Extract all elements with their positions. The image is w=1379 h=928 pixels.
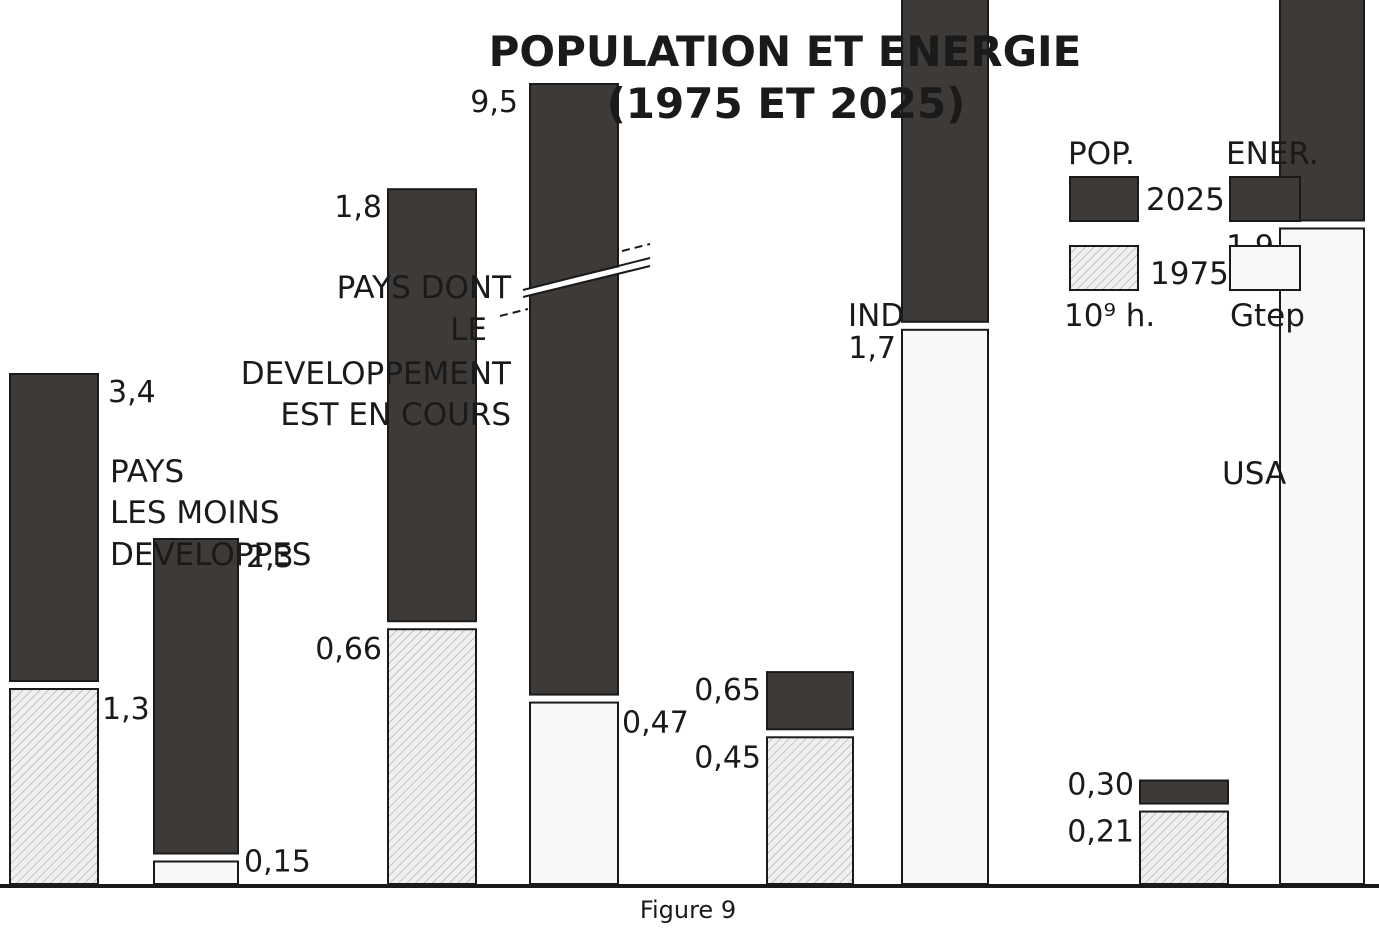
- group-label-line: LES MOINS: [110, 495, 280, 531]
- value-label-ener-1975: 0,47: [622, 706, 689, 741]
- legend-ener-1975-swatch: [1229, 245, 1301, 291]
- bars-layer: [9, 0, 1365, 886]
- bar-pop-2025: [766, 671, 854, 731]
- legend-year-1975: 1975: [1150, 256, 1229, 292]
- legend-ener-header: ENER.: [1226, 136, 1319, 172]
- bar-pop-2025: [387, 188, 477, 623]
- bar-ener-1975: [153, 860, 239, 885]
- group-label-line: PAYS DONT: [337, 270, 512, 306]
- value-label-pop-2025: 0,30: [1067, 768, 1134, 803]
- figure-caption: Figure 9: [640, 896, 736, 924]
- value-labels: 3,41,32,30,151,80,669,50,470,650,454,41,…: [102, 85, 1274, 880]
- group-label-line: DEVELOPPEMENT: [241, 356, 512, 392]
- bar-pop-1975: [1139, 810, 1229, 885]
- legend: POP. ENER. 2025 1975 10⁹ h. Gtep: [1064, 136, 1319, 334]
- bar-pop-1975: [387, 628, 477, 885]
- legend-year-2025: 2025: [1146, 182, 1225, 218]
- bar-pop-2025: [1139, 779, 1229, 805]
- group-label-least-developed: PAYS LES MOINS DEVELOPPES: [110, 454, 311, 573]
- value-label-ener-1975: 1,7: [848, 331, 896, 366]
- bar-ener-2025: [529, 83, 619, 696]
- group-label-developing: PAYS DONT LE DEVELOPPEMENT EST EN COURS: [241, 270, 512, 433]
- group-label-usa: USA: [1222, 456, 1286, 492]
- legend-pop-2025-swatch: [1069, 176, 1139, 222]
- value-label-pop-2025: 0,65: [694, 673, 761, 708]
- value-label-pop-1975: 0,66: [315, 632, 382, 667]
- legend-pop-header: POP.: [1068, 136, 1135, 172]
- value-label-pop-2025: 3,4: [108, 375, 156, 410]
- value-label-pop-1975: 1,3: [102, 692, 150, 727]
- group-label-line: DEVELOPPES: [110, 537, 311, 573]
- bar-ener-1975: [901, 328, 989, 885]
- bar-pop-1975: [766, 736, 854, 885]
- bar-ener-2025: [901, 0, 989, 323]
- group-label-line: LE: [450, 312, 487, 348]
- value-label-ener-2025: 9,5: [470, 85, 518, 120]
- bar-pop-2025: [9, 373, 99, 682]
- bar-pop-1975: [9, 688, 99, 885]
- value-label-pop-1975: 0,21: [1067, 815, 1134, 850]
- chart-title: POPULATION ET ENERGIE: [489, 27, 1082, 76]
- group-label-line: PAYS: [110, 454, 184, 490]
- chart-subtitle: (1975 ET 2025): [607, 79, 966, 128]
- value-label-pop-2025: 1,8: [334, 190, 382, 225]
- legend-ener-unit: Gtep: [1230, 298, 1305, 334]
- bar-ener-1975: [1279, 227, 1365, 885]
- bar-ener-2025: [153, 538, 239, 855]
- bar-ener-1975: [529, 701, 619, 886]
- value-label-ener-1975: 0,15: [244, 845, 311, 880]
- legend-ener-2025-swatch: [1229, 176, 1301, 222]
- legend-pop-1975-swatch: [1069, 245, 1139, 291]
- legend-pop-unit: 10⁹ h.: [1064, 298, 1155, 334]
- value-label-pop-1975: 0,45: [694, 740, 761, 775]
- group-label-line: EST EN COURS: [280, 397, 511, 433]
- group-label-ind: IND: [848, 298, 904, 334]
- value-label-ener-2025: 2,3: [246, 540, 294, 575]
- axis-break: [499, 243, 651, 317]
